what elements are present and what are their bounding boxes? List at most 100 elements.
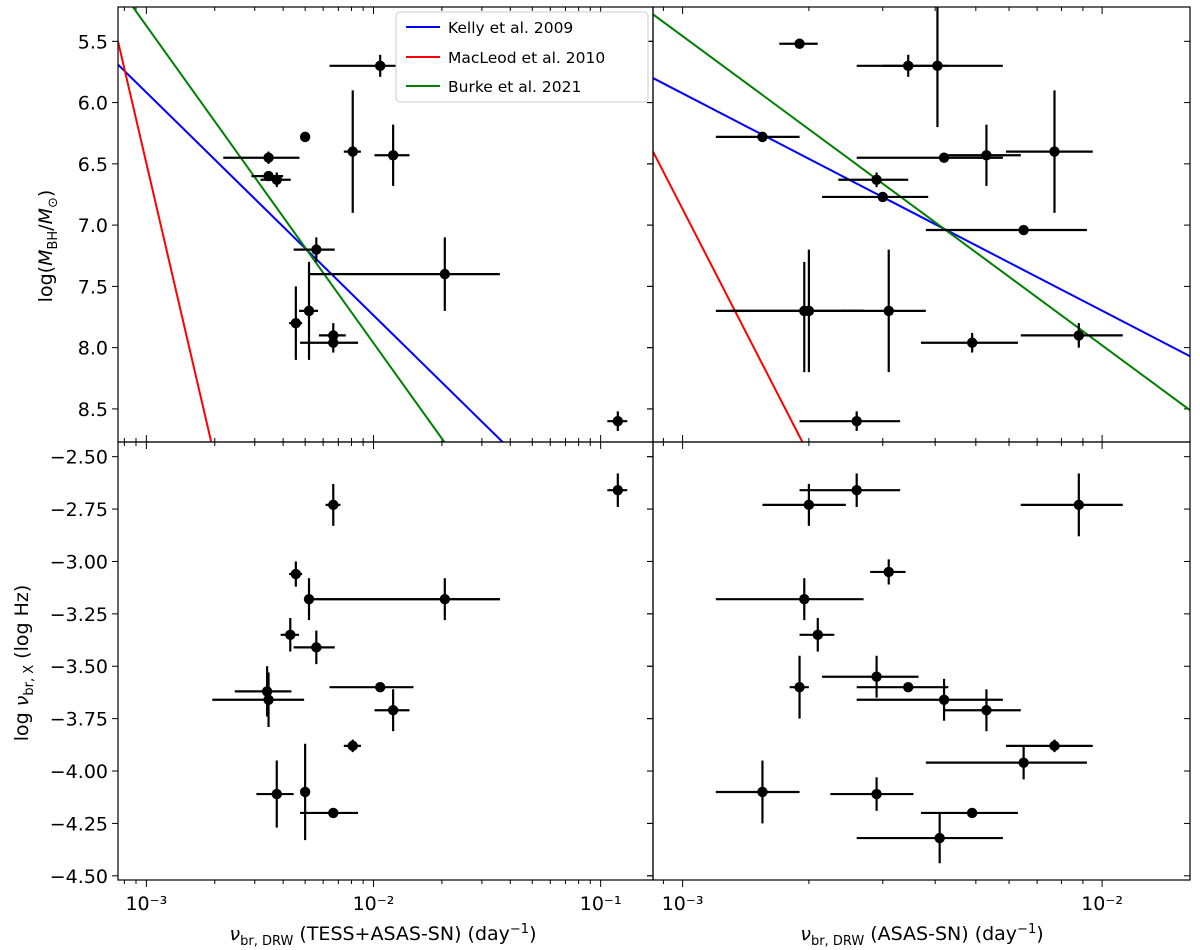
marker bbox=[328, 807, 339, 819]
data-point bbox=[944, 124, 1021, 186]
relation-line bbox=[653, 13, 1190, 411]
data-point bbox=[856, 681, 949, 693]
marker bbox=[966, 337, 978, 348]
data-point bbox=[1020, 473, 1123, 537]
y-tick-label: −3.00 bbox=[50, 551, 108, 573]
data-point bbox=[822, 191, 929, 203]
data-point bbox=[920, 807, 1018, 819]
data-point bbox=[212, 672, 305, 728]
data-point bbox=[838, 172, 909, 188]
right-x-axis-label: νbr, DRW (ASAS-SN) (day−1) bbox=[800, 922, 1043, 949]
data-point bbox=[730, 249, 864, 373]
marker bbox=[612, 485, 624, 496]
marker bbox=[871, 671, 882, 682]
data-point bbox=[299, 131, 311, 143]
marker bbox=[263, 152, 274, 163]
marker bbox=[903, 681, 914, 693]
marker bbox=[285, 629, 296, 641]
marker bbox=[290, 568, 302, 580]
data-point bbox=[343, 90, 361, 213]
data-point bbox=[607, 411, 628, 431]
marker bbox=[299, 131, 311, 143]
marker bbox=[799, 593, 810, 605]
marker bbox=[794, 38, 805, 49]
data-point bbox=[762, 483, 846, 526]
panel-bottom-left: −4.50 −4.25 −4.00 −3.75 −3.50 −3.25 −3.00 −2.75… bbox=[50, 441, 654, 915]
y-tick-label: 7.5 bbox=[78, 276, 108, 298]
data-point bbox=[607, 473, 628, 507]
data-point bbox=[856, 812, 1003, 864]
marker bbox=[347, 740, 358, 752]
marker bbox=[290, 317, 302, 329]
data-point bbox=[715, 131, 800, 143]
marker bbox=[612, 415, 624, 427]
y-tick-label: −4.50 bbox=[50, 866, 108, 888]
data-point bbox=[325, 483, 341, 526]
data-point bbox=[293, 630, 335, 665]
marker bbox=[877, 191, 888, 203]
y-tick-label: −2.75 bbox=[50, 499, 108, 521]
data-point bbox=[299, 261, 319, 360]
marker bbox=[966, 807, 978, 819]
legend: Kelly et al. 2009 MacLeod et al. 2010 Bu… bbox=[395, 11, 649, 103]
data-point bbox=[234, 666, 292, 717]
axes-frame bbox=[652, 6, 1191, 443]
marker bbox=[981, 705, 992, 716]
x-tick-label: 10⁻³ bbox=[125, 893, 167, 915]
marker bbox=[328, 337, 339, 348]
top-y-axis-label: log(MBH/M⊙) bbox=[35, 190, 61, 303]
relation-line bbox=[118, 41, 213, 442]
data-point bbox=[329, 681, 414, 693]
data-point bbox=[289, 286, 303, 360]
marker bbox=[794, 681, 805, 693]
marker bbox=[347, 146, 358, 157]
legend-label-kelly: Kelly et al. 2009 bbox=[448, 19, 573, 37]
bottom-y-axis-label: log νbr, X (log Hz) bbox=[11, 585, 37, 742]
data-point bbox=[925, 745, 1087, 780]
marker bbox=[271, 788, 282, 800]
y-tick-label: −3.25 bbox=[50, 604, 108, 626]
marker bbox=[981, 150, 992, 161]
marker bbox=[938, 152, 950, 163]
panel-top-right bbox=[647, 6, 1191, 443]
data-point bbox=[822, 655, 919, 698]
data-point bbox=[925, 224, 1087, 236]
marker bbox=[311, 244, 322, 255]
y-tick-label: 8.5 bbox=[78, 399, 108, 421]
legend-label-burke: Burke et al. 2021 bbox=[448, 78, 581, 96]
y-tick-label: −4.25 bbox=[50, 813, 108, 835]
marker bbox=[883, 305, 894, 317]
data-point bbox=[799, 411, 901, 431]
data-point bbox=[300, 332, 359, 353]
axes-frame bbox=[117, 441, 654, 881]
data-point bbox=[1005, 739, 1093, 753]
marker bbox=[803, 305, 815, 317]
marker bbox=[871, 788, 882, 800]
data-point bbox=[256, 760, 294, 828]
marker bbox=[932, 60, 943, 72]
y-tick-label: −3.75 bbox=[50, 709, 108, 731]
axes-frame bbox=[652, 441, 1191, 881]
data-point bbox=[374, 124, 410, 186]
marker bbox=[851, 485, 862, 496]
marker bbox=[374, 681, 386, 693]
data-point bbox=[309, 578, 500, 621]
marker bbox=[938, 694, 950, 705]
data-point bbox=[374, 689, 410, 732]
marker bbox=[311, 642, 322, 653]
marker bbox=[1049, 740, 1060, 752]
marker bbox=[883, 566, 894, 578]
x-tick-label: 10⁻¹ bbox=[580, 893, 622, 915]
data-point bbox=[920, 332, 1018, 353]
marker bbox=[1018, 224, 1029, 236]
marker bbox=[934, 832, 945, 844]
x-tick-label: 10⁻³ bbox=[662, 893, 704, 915]
marker bbox=[803, 499, 815, 511]
data-point bbox=[870, 559, 906, 585]
data-point bbox=[944, 689, 1021, 732]
marker bbox=[1073, 499, 1085, 511]
marker bbox=[1018, 757, 1029, 768]
marker bbox=[812, 629, 823, 641]
data-point bbox=[299, 743, 311, 841]
y-tick-label: −3.50 bbox=[50, 656, 108, 678]
